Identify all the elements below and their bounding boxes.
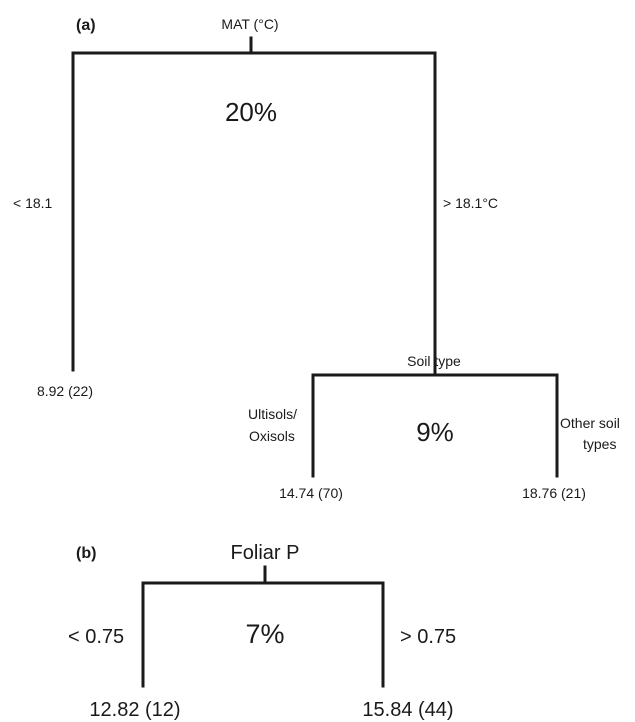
panel-b-root-split-label: Foliar P — [231, 542, 300, 564]
panel-a-tree: (a) MAT (°C) 20% < 18.1 > 18.1°C 8.92 (2… — [13, 16, 620, 501]
panel-a-sub-left-branch-label-line2: Oxisols — [249, 428, 295, 444]
panel-b-left-branch-label: < 0.75 — [68, 626, 124, 648]
panel-a-left-leaf: 8.92 (22) — [37, 383, 93, 399]
panel-a-sub-left-branch-label-line1: Ultisols/ — [248, 406, 297, 422]
panel-a-label: (a) — [76, 17, 96, 34]
panel-a-sub-right-branch-label-line2: types — [583, 436, 616, 452]
panel-a-root-split-label: MAT (°C) — [221, 16, 278, 32]
panel-b-root-variance: 7% — [245, 619, 284, 649]
panel-b-tree: (b) Foliar P 7% < 0.75 > 0.75 12.82 (12)… — [68, 542, 456, 721]
panel-b-right-branch-label: > 0.75 — [400, 626, 456, 648]
panel-b-right-leaf: 15.84 (44) — [362, 699, 453, 721]
panel-a-sub-left-leaf: 14.74 (70) — [279, 485, 343, 501]
panel-a-sub-variance: 9% — [416, 417, 454, 447]
panel-a-sub-right-leaf: 18.76 (21) — [522, 485, 586, 501]
panel-b-label: (b) — [76, 545, 96, 562]
panel-a-sub-split-label: Soil type — [407, 353, 461, 369]
panel-a-left-branch-label: < 18.1 — [13, 195, 53, 211]
panel-b-left-leaf: 12.82 (12) — [89, 699, 180, 721]
panel-a-root-variance: 20% — [225, 97, 277, 127]
panel-a-right-branch-label: > 18.1°C — [443, 195, 498, 211]
panel-a-sub-right-branch-label-line1: Other soil — [560, 415, 620, 431]
